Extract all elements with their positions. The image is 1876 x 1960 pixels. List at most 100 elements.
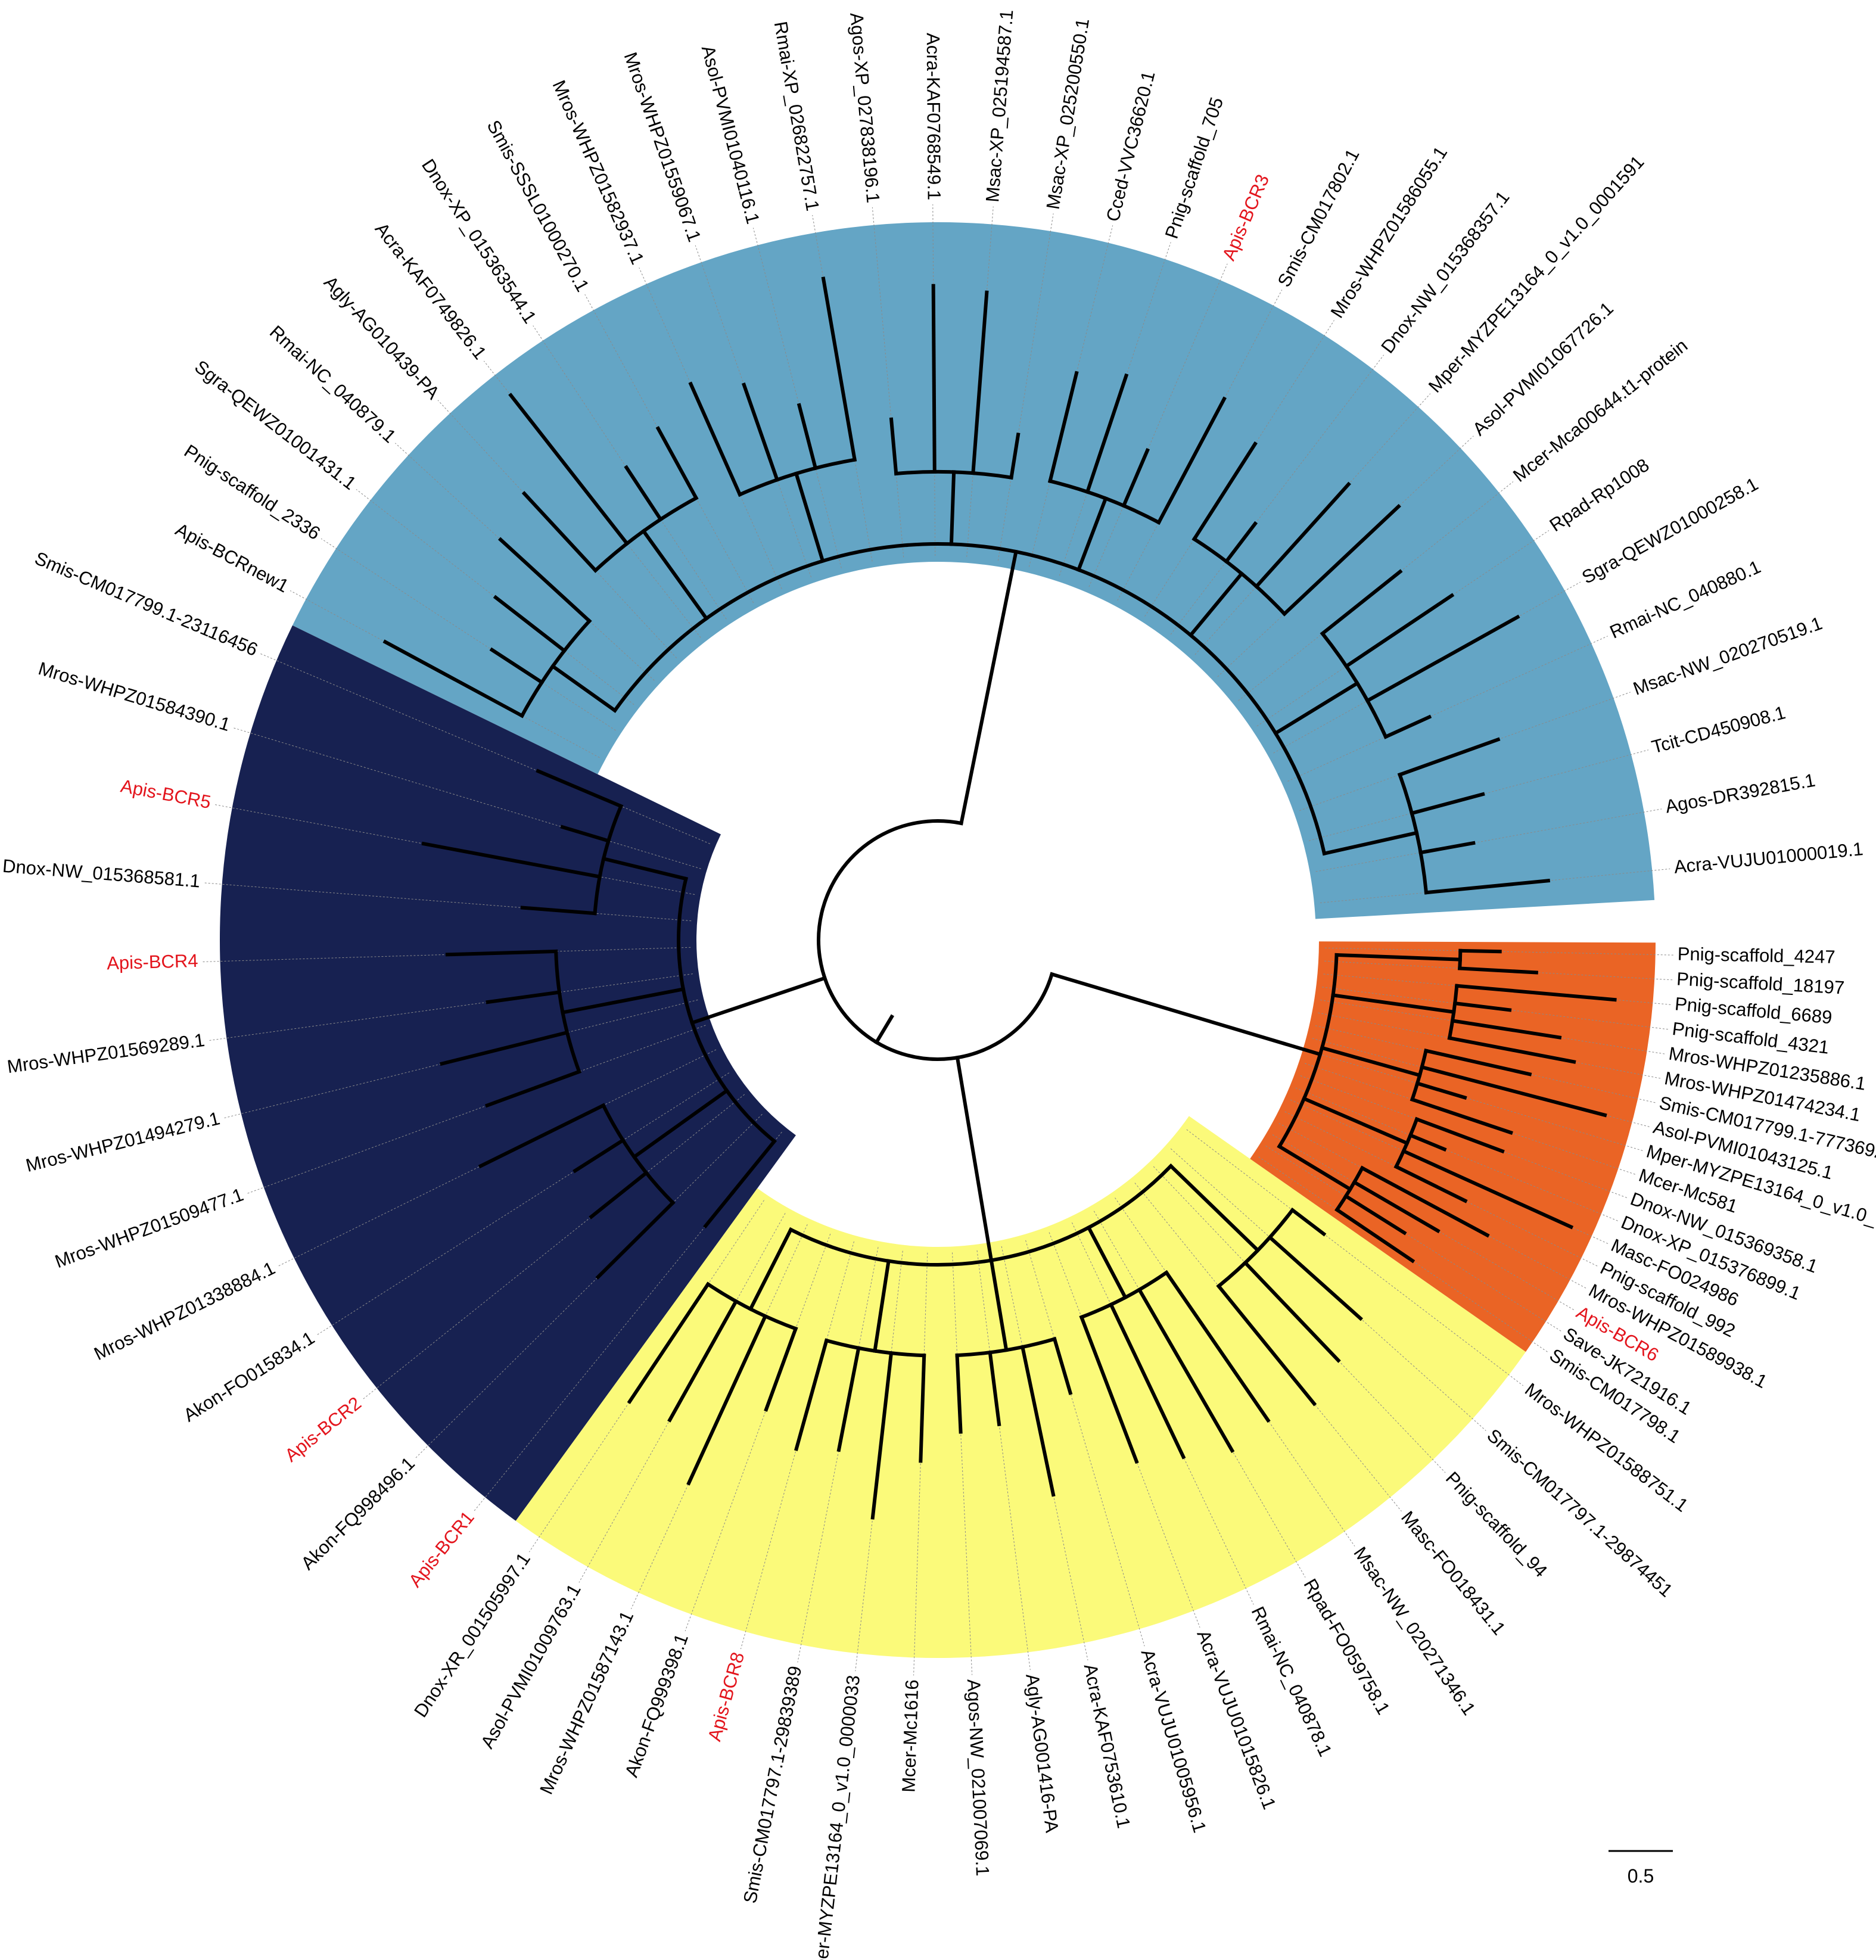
tip-branch	[703, 1190, 736, 1229]
tip-branch	[497, 537, 592, 624]
clade-sectors	[220, 222, 1656, 1658]
tip-branch	[1267, 1234, 1363, 1321]
tip-label: Smis-CM017797.1-29874451	[1483, 1424, 1676, 1601]
clade-sector-orange	[1250, 941, 1656, 1352]
tip-leader-line	[1322, 987, 1668, 1030]
clade-sector-navy	[220, 625, 796, 1521]
tip-label: Acra-VUJU01005956.1	[1137, 1647, 1211, 1835]
tip-branch	[1450, 1018, 1562, 1040]
internal-branch	[748, 1227, 794, 1312]
tip-leader-line	[204, 882, 692, 922]
tip-label: Mper-MYZPE13164_0_v1.0_0001591	[1424, 151, 1648, 396]
tip-branch	[1393, 1164, 1468, 1203]
tip-leader-line	[1272, 1134, 1574, 1311]
tip-branch	[1079, 1315, 1139, 1464]
tip-leader-line	[1320, 1000, 1665, 1054]
tip-branch	[971, 290, 989, 475]
tip-branch	[1216, 1283, 1317, 1407]
tip-branch	[1423, 1049, 1532, 1077]
tip-branch	[493, 595, 567, 654]
tip-branch	[489, 647, 545, 685]
tip-label: Mros-WHPZ01338884.1	[91, 1258, 278, 1365]
tip-branch	[627, 1281, 711, 1404]
tip-label: Agly-AG001416-PA	[1022, 1673, 1062, 1834]
root-stem	[874, 1014, 894, 1045]
tip-leader-line	[1300, 1075, 1627, 1198]
tip-label: Pnig-scaffold_4247	[1677, 943, 1835, 967]
tip-label: Mros-WHPZ01559067.1	[620, 49, 705, 244]
tip-leader-line	[260, 653, 710, 844]
tip-label: Tcit-CD450908.1	[1650, 702, 1788, 758]
tip-branch	[655, 426, 699, 501]
tip-branch	[688, 381, 742, 497]
tip-branch	[931, 284, 937, 474]
tip-branch	[1343, 593, 1455, 669]
tip-label: Rpad-Rp1008	[1546, 455, 1653, 536]
tip-label: Mcer-Mca00644.t1-protein	[1509, 335, 1691, 486]
internal-branch	[1331, 993, 1456, 1015]
tip-branch	[1365, 614, 1520, 704]
tip-branch	[1383, 714, 1432, 739]
tip-branch	[484, 1069, 582, 1108]
tip-leader-line	[997, 213, 1054, 561]
tip-branch	[764, 1326, 798, 1412]
tip-branch	[1415, 1081, 1467, 1100]
tip-branch	[741, 382, 780, 483]
tip-branch	[536, 769, 624, 809]
tip-label: Smis-CM017797.1-29839389	[739, 1665, 805, 1905]
internal-branch	[641, 528, 709, 621]
tip-leader-line	[952, 1252, 973, 1675]
tip-branch	[1424, 879, 1551, 895]
tip-label: Pnig-scaffold_18197	[1676, 968, 1845, 998]
tip-branch	[1108, 1302, 1186, 1460]
tip-branch	[1047, 371, 1079, 484]
scale-bar-label: 0.5	[1628, 1865, 1654, 1887]
tip-branch	[1458, 966, 1538, 975]
tip-leader-line	[316, 1072, 730, 1336]
tip-label-highlighted: Apis-BCR1	[405, 1507, 478, 1591]
tip-label: Agos-DR392815.1	[1664, 770, 1817, 817]
tip-branch	[1156, 396, 1227, 525]
internal-branch	[601, 856, 688, 881]
tip-label: Msac-XP_025200550.1	[1043, 17, 1093, 210]
tip-leader-line	[1170, 354, 1385, 635]
tip-branch	[382, 639, 525, 718]
tip-branch	[478, 1103, 606, 1169]
internal-branch	[1168, 1163, 1261, 1253]
tip-leader-line	[872, 207, 904, 558]
tip-branch	[919, 1354, 926, 1463]
tip-label: Apis-BCRnew1	[172, 519, 293, 597]
tip-label: Mros-WHPZ01584390.1	[36, 658, 232, 735]
tip-branch	[624, 465, 664, 522]
tip-branch	[1410, 1097, 1513, 1135]
tip-branch	[486, 990, 562, 1004]
tip-label-highlighted: Apis-BCR3	[1218, 172, 1274, 264]
tip-label-highlighted: Apis-BCR2	[281, 1393, 365, 1466]
tip-branch	[1137, 1287, 1235, 1453]
tip-branch	[870, 1351, 894, 1520]
clade-stem	[1049, 972, 1323, 1057]
tip-label: Agos-NW_021007069.1	[963, 1679, 993, 1877]
tip-leader-line	[1324, 960, 1673, 981]
tip-branch	[836, 1346, 861, 1452]
tip-label: Acra-VUJU01000019.1	[1673, 838, 1864, 878]
tip-branch	[1191, 441, 1258, 542]
tip-leader-line	[415, 1113, 763, 1459]
internal-branch	[730, 1138, 777, 1195]
tip-branch	[560, 825, 611, 844]
tip-label: Acra-VUJU01015826.1	[1193, 1627, 1280, 1812]
tip-label: Cced-VVC36620.1	[1102, 69, 1159, 223]
tip-branch	[439, 1030, 570, 1066]
tip-leader-line	[1315, 808, 1662, 872]
tip-branch	[821, 276, 857, 462]
internal-branch	[1076, 496, 1108, 573]
tip-leader-line	[913, 1252, 928, 1676]
tip-branch	[1418, 841, 1476, 855]
tip-leader-line	[1305, 1063, 1635, 1175]
tip-leader-line	[1258, 1156, 1548, 1352]
tip-label: Dnox-NW_015368581.1	[2, 855, 201, 892]
tip-branch	[955, 1353, 963, 1434]
tip-leader-line	[1265, 1145, 1561, 1331]
tip-branch	[667, 1299, 739, 1423]
